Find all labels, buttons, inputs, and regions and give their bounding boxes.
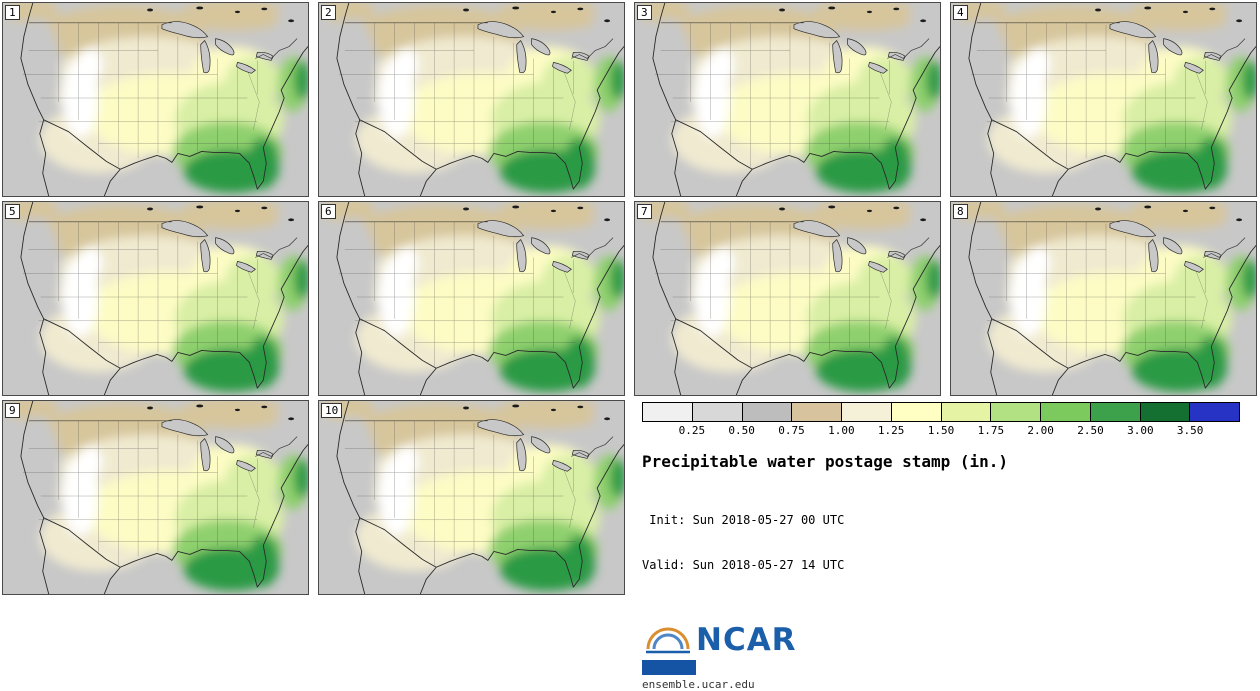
colorbar-ticks: 0.25 0.50 0.75 1.00 1.25 1.50 1.75 2.00 2.50 3.00… bbox=[642, 424, 1240, 438]
colorbar-segment bbox=[643, 403, 692, 421]
precip-water-map bbox=[951, 3, 1256, 196]
ucar-logo-block bbox=[642, 660, 696, 675]
map-panel: 3 bbox=[634, 2, 941, 197]
colorbar-segment bbox=[940, 403, 991, 421]
member-number-label: 3 bbox=[637, 5, 652, 20]
map-panel: 2 bbox=[318, 2, 625, 197]
time-info: Init: Sun 2018-05-27 00 UTC Valid: Sun 2… bbox=[642, 483, 1251, 603]
precip-water-map bbox=[3, 401, 308, 594]
member-number-label: 4 bbox=[953, 5, 968, 20]
precip-water-map bbox=[635, 3, 940, 196]
colorbar-segment bbox=[1139, 403, 1190, 421]
colorbar-tick-label: 1.00 bbox=[828, 424, 855, 437]
colorbar-tick-label: 0.75 bbox=[778, 424, 805, 437]
precip-water-map bbox=[3, 3, 308, 196]
member-number-label: 7 bbox=[637, 204, 652, 219]
ncar-logo: NCAR bbox=[642, 615, 1251, 657]
precip-water-map bbox=[951, 202, 1256, 395]
member-number-label: 1 bbox=[5, 5, 20, 20]
valid-time: Valid: Sun 2018-05-27 14 UTC bbox=[642, 558, 845, 572]
colorbar-segment bbox=[1089, 403, 1140, 421]
map-panel: 1 bbox=[2, 2, 309, 197]
colorbar-segment bbox=[791, 403, 841, 421]
colorbar-segment bbox=[691, 403, 742, 421]
map-panel: 4 bbox=[950, 2, 1257, 197]
colorbar-tick-label: 3.00 bbox=[1127, 424, 1154, 437]
ncar-swoosh-icon bbox=[646, 627, 690, 654]
colorbar-tick-label: 2.00 bbox=[1027, 424, 1054, 437]
ncar-logo-text: NCAR bbox=[696, 622, 797, 658]
colorbar-tick-label: 0.50 bbox=[728, 424, 755, 437]
colorbar-tick-label: 2.50 bbox=[1077, 424, 1104, 437]
colorbar-segment bbox=[1040, 403, 1090, 421]
colorbar-tick-label: 1.75 bbox=[977, 424, 1005, 437]
colorbar-segment bbox=[841, 403, 891, 421]
colorbar-tick-label: 0.25 bbox=[678, 424, 706, 437]
colorbar-segment bbox=[990, 403, 1040, 421]
map-panel: 5 bbox=[2, 201, 309, 396]
precip-water-map bbox=[319, 3, 624, 196]
colorbar-segment bbox=[741, 403, 792, 421]
map-panel: 8 bbox=[950, 201, 1257, 396]
map-panel: 10 bbox=[318, 400, 625, 595]
legend-block: 0.25 0.50 0.75 1.00 1.25 1.50 1.75 2.00 2.50 3.00… bbox=[634, 400, 1257, 691]
precip-water-map bbox=[635, 202, 940, 395]
member-number-label: 6 bbox=[321, 204, 336, 219]
member-number-label: 2 bbox=[321, 5, 336, 20]
precip-water-map bbox=[319, 401, 624, 594]
colorbar-segment bbox=[890, 403, 941, 421]
precip-water-map bbox=[3, 202, 308, 395]
precip-water-map bbox=[319, 202, 624, 395]
map-panel: 9 bbox=[2, 400, 309, 595]
site-url: ensemble.ucar.edu bbox=[642, 678, 755, 691]
member-number-label: 10 bbox=[321, 403, 343, 418]
colorbar-tick-label: 1.50 bbox=[927, 424, 955, 437]
colorbar bbox=[642, 402, 1240, 422]
colorbar-tick-label: 1.25 bbox=[877, 424, 905, 437]
map-panel: 6 bbox=[318, 201, 625, 396]
map-panel: 7 bbox=[634, 201, 941, 396]
init-time: Init: Sun 2018-05-27 00 UTC bbox=[642, 513, 845, 527]
member-number-label: 8 bbox=[953, 204, 968, 219]
plot-title: Precipitable water postage stamp (in.) bbox=[642, 452, 1009, 471]
colorbar-segment bbox=[1189, 403, 1239, 421]
member-number-label: 9 bbox=[5, 403, 20, 418]
member-number-label: 5 bbox=[5, 204, 20, 219]
colorbar-tick-label: 3.50 bbox=[1176, 424, 1204, 437]
